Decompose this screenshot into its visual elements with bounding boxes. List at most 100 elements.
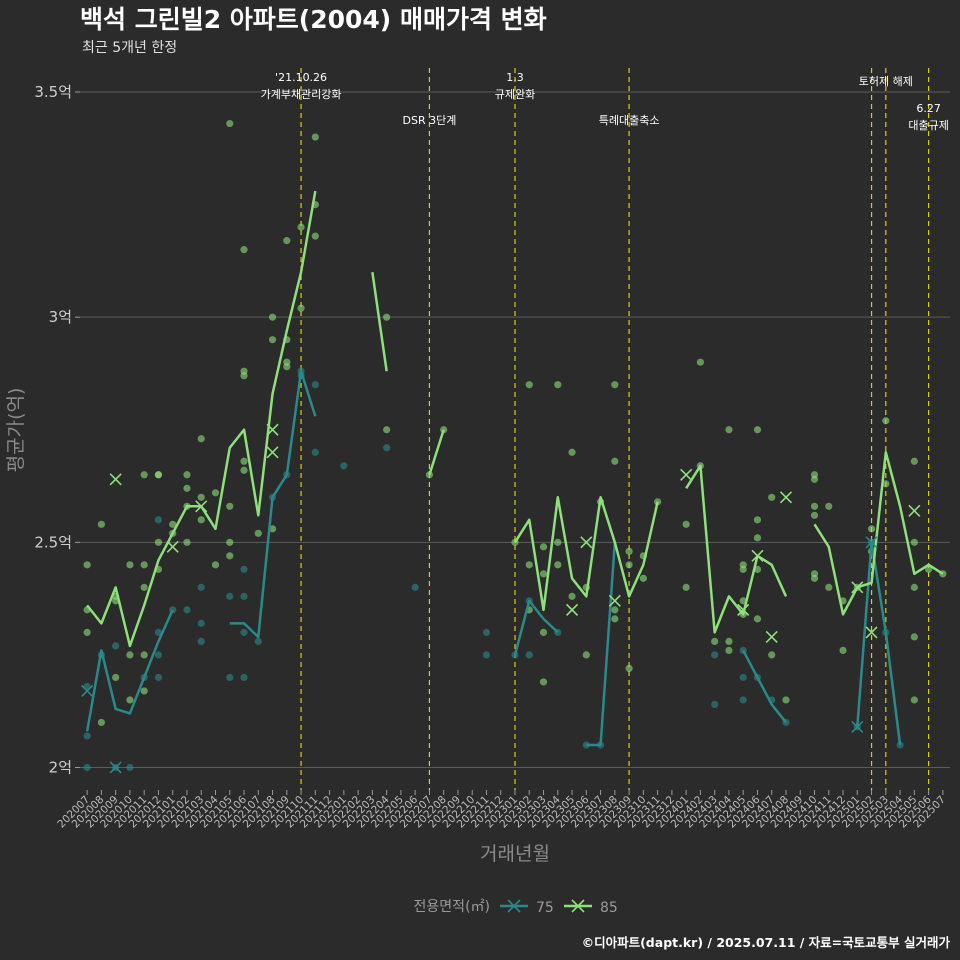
- line-s75-2: [229, 369, 317, 639]
- point-s85-8: [126, 561, 134, 569]
- marker-x-s85-8: [680, 468, 693, 481]
- marker-x-s85-10: [751, 549, 764, 562]
- marker-x-s85-14: [865, 626, 878, 639]
- ytick-label-1: 2.5억: [34, 533, 72, 551]
- event-label-0-0: '21.10.26: [275, 71, 327, 84]
- marker-x-s85-9: [737, 603, 750, 616]
- point-s85-18: [154, 538, 163, 546]
- point-s85-54: [383, 426, 391, 434]
- point-s75-9: [154, 673, 163, 682]
- x-axis-title: 거래년월: [480, 843, 550, 865]
- point-s75-34: [482, 651, 491, 659]
- point-s85-39: [240, 466, 248, 474]
- point-s85-100: [768, 493, 776, 501]
- point-s85-89: [725, 637, 733, 645]
- event-label-3-0: 특례대출축소: [599, 114, 660, 127]
- legend-title: 전용면적(㎡): [414, 899, 490, 915]
- point-s85-34: [226, 552, 234, 560]
- point-s85-49: [297, 304, 305, 312]
- event-label-0-1: 가계부채관리강화: [261, 88, 342, 101]
- point-s85-3: [97, 520, 105, 528]
- point-s85-41: [268, 313, 277, 321]
- point-s85-77: [625, 547, 633, 555]
- ytick-label-2: 3억: [49, 308, 72, 326]
- marker-x-s85-7: [608, 594, 621, 607]
- point-s85-63: [539, 628, 548, 636]
- point-s85-88: [725, 426, 733, 434]
- marker-x-s75-3: [851, 720, 864, 734]
- legend: 전용면적(㎡) 75 85: [414, 899, 618, 916]
- point-s85-116: [882, 417, 890, 425]
- point-s85-96: [753, 516, 762, 524]
- legend-marker-75: [507, 899, 521, 913]
- point-s75-45: [739, 673, 747, 682]
- point-s85-97: [753, 534, 762, 542]
- point-s75-11: [154, 516, 163, 524]
- point-s85-59: [525, 561, 533, 569]
- chart-title: 백석 그린빌2 아파트(2004) 매매가격 변화: [80, 5, 547, 34]
- point-s75-52: [896, 741, 904, 749]
- marker-x-s85-5: [565, 603, 579, 616]
- point-s85-73: [611, 381, 619, 389]
- ytick-label-3: 3.5억: [34, 83, 72, 101]
- marker-x-s85-13: [851, 581, 864, 594]
- marker-x-s85-12: [779, 491, 793, 504]
- point-s85-117: [882, 480, 890, 488]
- point-s75-32: [411, 583, 419, 591]
- point-s85-14: [140, 651, 148, 659]
- point-s85-105: [810, 502, 819, 510]
- legend-marker-85: [571, 899, 585, 913]
- marker-x-s75-1: [109, 761, 122, 774]
- point-s85-1: [83, 628, 91, 636]
- point-s85-81: [639, 574, 647, 582]
- marker-x-s85-2: [195, 500, 208, 513]
- point-s85-13: [140, 471, 148, 479]
- point-s85-122: [910, 696, 918, 704]
- point-s85-76: [611, 615, 619, 623]
- legend-label-85: 85: [600, 900, 618, 916]
- point-s85-12: [140, 583, 148, 591]
- point-s85-108: [810, 574, 819, 582]
- point-s85-62: [539, 570, 548, 578]
- point-s85-30: [211, 561, 220, 569]
- point-s85-123: [925, 565, 933, 573]
- point-s85-74: [611, 457, 619, 465]
- grid-lines: [80, 91, 950, 768]
- marker-x-s85-6: [580, 536, 593, 549]
- line-s85-5: [685, 464, 788, 634]
- point-s85-35: [240, 246, 248, 254]
- point-s85-33: [226, 538, 234, 546]
- event-label-6-1: 대출규제: [908, 119, 948, 132]
- event-label-1-0: DSR 3단계: [403, 114, 457, 127]
- point-s85-29: [211, 489, 220, 497]
- line-s75-0: [85, 609, 174, 732]
- point-s85-27: [197, 516, 205, 524]
- point-s75-23: [254, 637, 262, 645]
- point-s85-67: [554, 561, 562, 569]
- point-s85-119: [910, 538, 918, 546]
- y-axis-title: 평균가(억): [5, 388, 27, 473]
- point-s75-36: [525, 651, 533, 659]
- point-s85-26: [197, 435, 205, 443]
- point-s85-84: [682, 583, 690, 591]
- marker-x-s75-0: [81, 684, 94, 697]
- point-s85-61: [539, 543, 548, 551]
- marker-x-s85-0: [109, 473, 122, 486]
- point-s85-121: [910, 633, 918, 641]
- point-s75-42: [711, 651, 719, 659]
- point-s85-95: [753, 426, 762, 434]
- point-s85-15: [140, 687, 148, 695]
- point-s85-52: [311, 232, 319, 240]
- point-s85-4: [97, 718, 105, 727]
- point-s85-120: [910, 583, 918, 591]
- point-s85-101: [768, 651, 776, 659]
- point-s75-17: [226, 592, 234, 600]
- point-s85-64: [539, 678, 548, 686]
- point-s75-30: [340, 462, 348, 470]
- event-label-6-0: 6.27: [916, 102, 941, 115]
- line-s85-1: [371, 271, 388, 372]
- point-s85-110: [825, 583, 833, 591]
- line-s85-6: [813, 451, 944, 616]
- point-s85-71: [582, 651, 590, 659]
- point-s85-69: [568, 592, 576, 600]
